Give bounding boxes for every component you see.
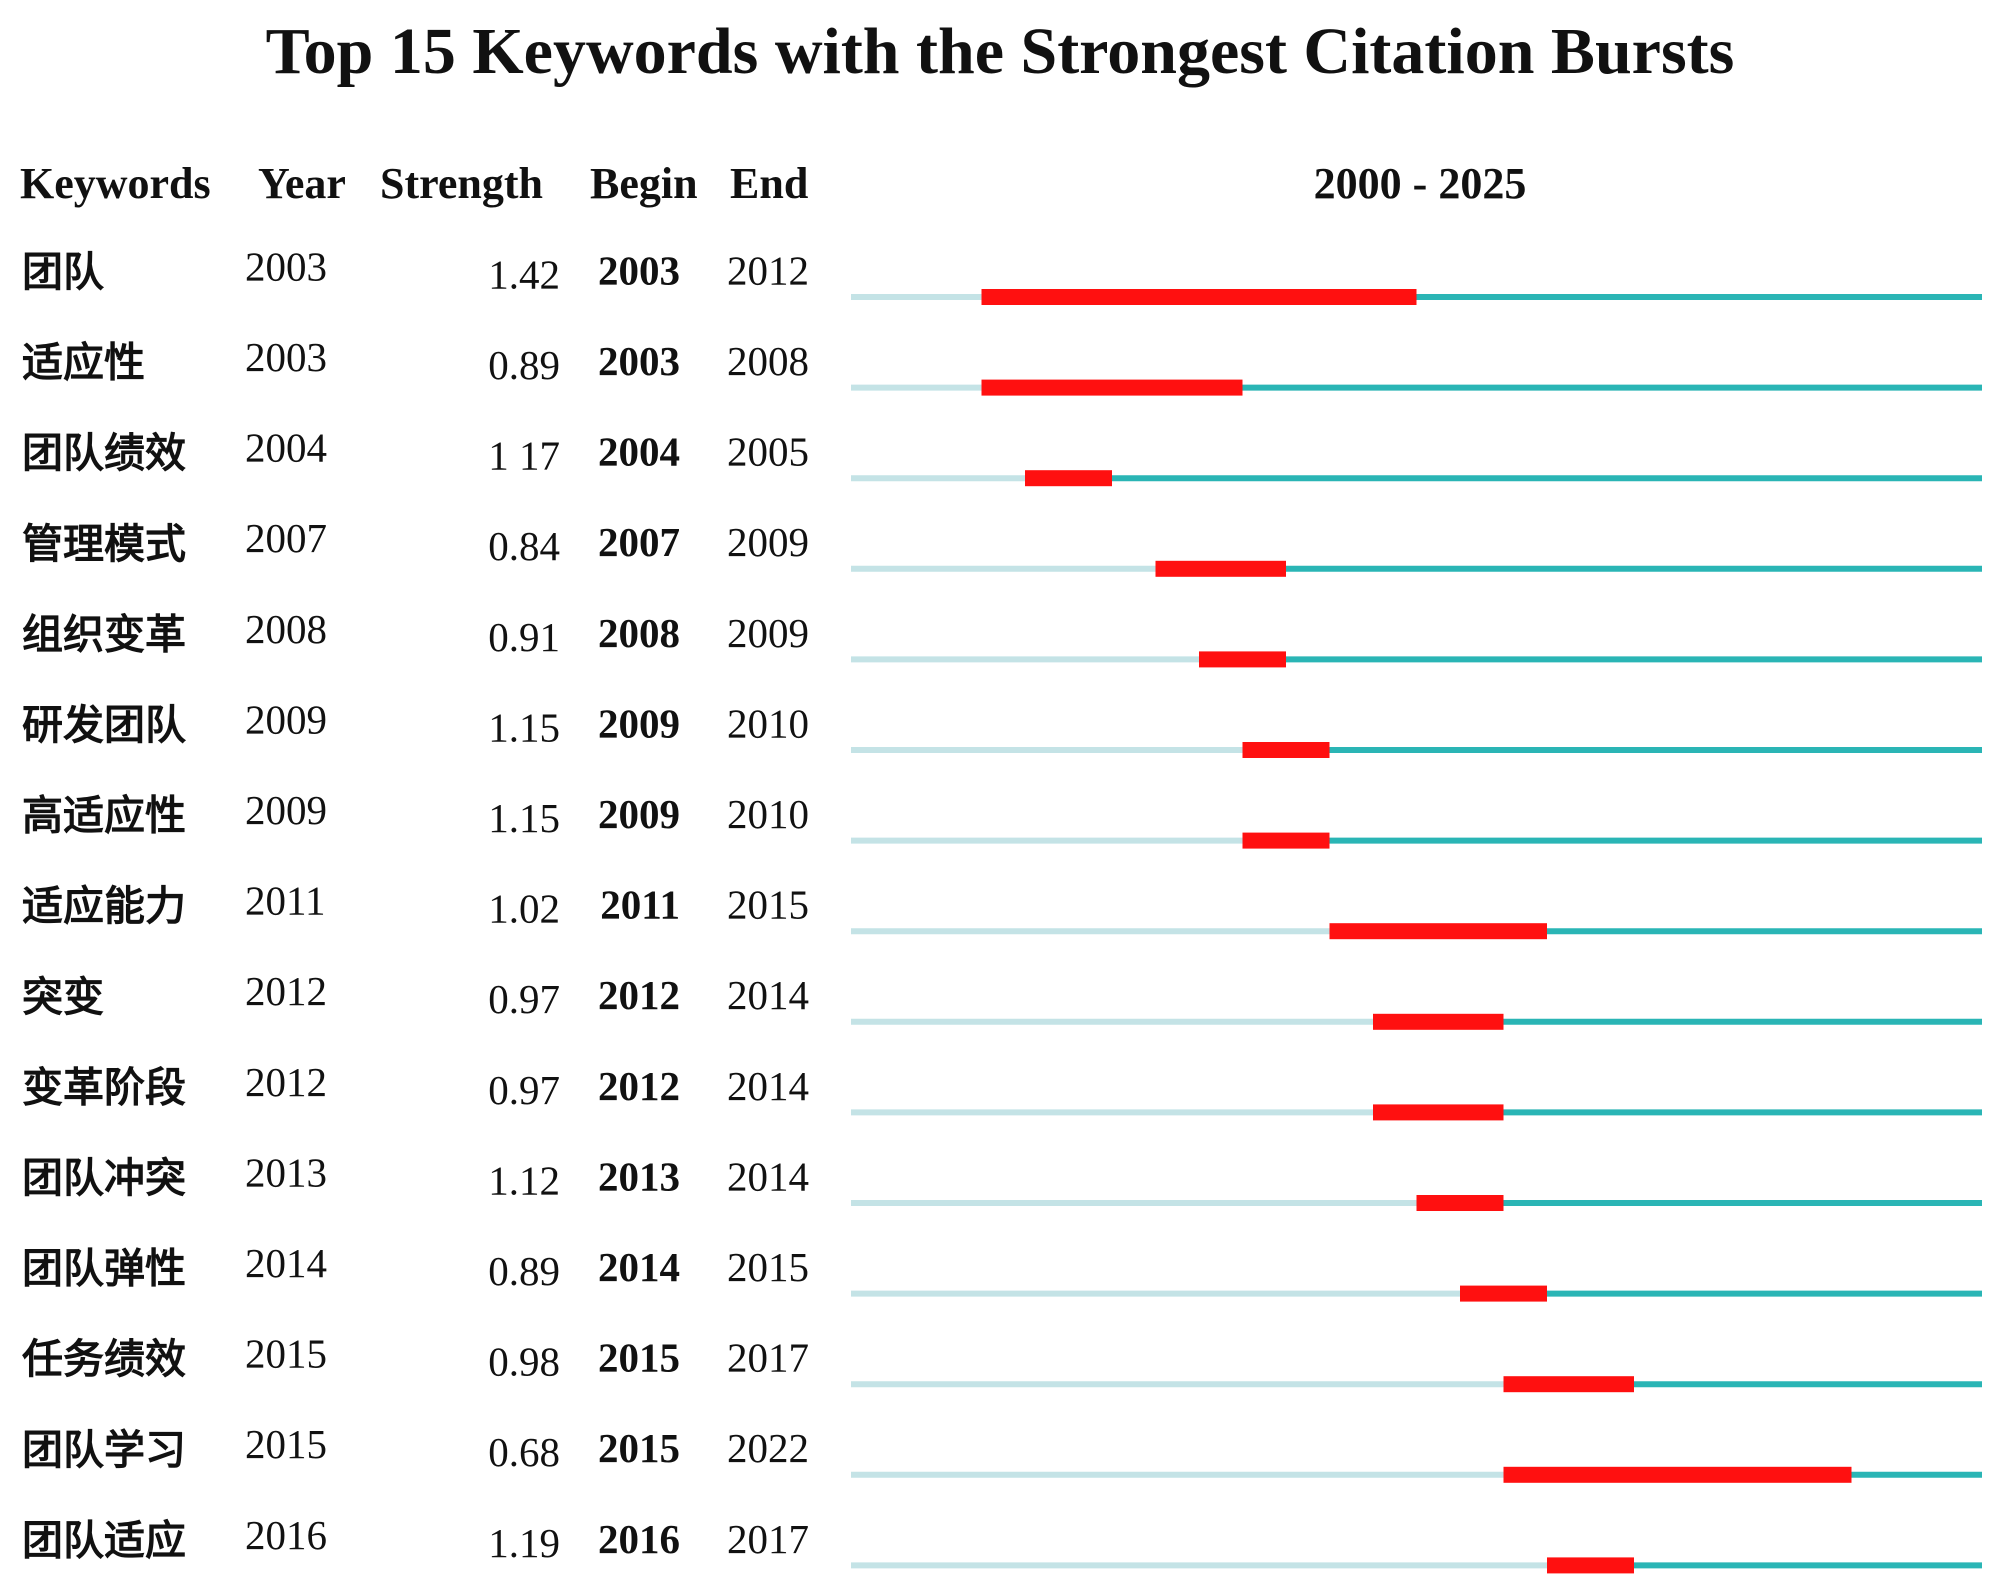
burst-bar	[1242, 832, 1330, 849]
keyword: 高适应性	[22, 792, 186, 840]
keyword: 任务绩效	[22, 1335, 186, 1383]
begin: 2004	[598, 429, 680, 475]
strength: 0.68	[488, 1429, 560, 1475]
year: 2016	[245, 1512, 327, 1558]
end: 2009	[727, 519, 809, 565]
end: 2005	[727, 429, 809, 475]
header: Strength	[380, 159, 543, 208]
strength: 1.12	[488, 1157, 560, 1203]
burst-bar	[1329, 923, 1547, 940]
begin: 2013	[598, 1153, 680, 1199]
keyword: 团队学习	[22, 1426, 186, 1474]
keyword: 团队绩效	[22, 429, 186, 477]
burst-bar	[1547, 1557, 1634, 1574]
year: 2003	[245, 243, 327, 289]
burst-bar	[1503, 1376, 1634, 1393]
keyword: 适应能力	[22, 882, 186, 930]
year: 2007	[245, 515, 327, 561]
year: 2009	[245, 696, 327, 742]
end: 2014	[727, 1153, 809, 1199]
end: 2008	[727, 338, 809, 384]
keyword: 团队	[22, 248, 105, 296]
strength: 0.89	[488, 342, 560, 388]
keyword: 突变	[22, 973, 104, 1021]
header: Begin	[590, 159, 698, 208]
begin: 2015	[598, 1335, 680, 1381]
end: 2015	[727, 882, 809, 928]
burst-bar	[1416, 1195, 1504, 1211]
keyword: 变革阶段	[22, 1063, 186, 1111]
year: 2008	[245, 606, 327, 652]
burst-bar	[981, 289, 1417, 305]
burst-bar	[981, 379, 1243, 396]
begin: 2012	[598, 1063, 680, 1109]
begin: 2003	[598, 247, 680, 293]
end: 2014	[727, 972, 809, 1018]
end: 2014	[727, 1063, 809, 1109]
strength: 0.89	[488, 1248, 560, 1294]
burst-bar	[1242, 742, 1330, 758]
begin: 2011	[600, 882, 680, 928]
year: 2012	[245, 968, 327, 1014]
end: 2009	[727, 610, 809, 656]
strength: 0.91	[488, 614, 560, 660]
strength: 0.98	[488, 1339, 560, 1385]
begin: 2016	[598, 1516, 680, 1562]
end: 2010	[727, 791, 809, 837]
end: 2017	[727, 1516, 809, 1562]
begin: 2007	[598, 519, 680, 565]
strength: 1 17	[488, 433, 560, 479]
range-label: 2000 - 2025	[1314, 159, 1527, 208]
year: 2003	[245, 334, 327, 380]
burst-bar	[1373, 1013, 1504, 1030]
burst-bar	[1155, 560, 1286, 577]
strength: 1.02	[488, 886, 560, 932]
burst-bar	[1373, 1104, 1504, 1121]
burst-bar	[1503, 1466, 1852, 1483]
year: 2015	[245, 1421, 327, 1467]
begin: 2014	[598, 1244, 680, 1290]
strength: 1.19	[488, 1520, 560, 1566]
keyword: 团队冲突	[22, 1154, 186, 1202]
strength: 0.97	[488, 976, 560, 1022]
end: 2010	[727, 700, 809, 746]
end: 2015	[727, 1244, 809, 1290]
strength: 0.84	[488, 523, 560, 569]
burst-bar	[1025, 470, 1112, 487]
chart-title: Top 15 Keywords with the Strongest Citat…	[266, 15, 1735, 88]
end: 2017	[727, 1335, 809, 1381]
begin: 2009	[598, 700, 680, 746]
begin: 2009	[598, 791, 680, 837]
burst-bar	[1199, 651, 1286, 668]
strength: 0.97	[488, 1067, 560, 1113]
year: 2015	[245, 1331, 327, 1377]
begin: 2003	[598, 338, 680, 384]
keyword: 适应性	[22, 339, 145, 387]
year: 2004	[245, 425, 327, 471]
begin: 2008	[598, 610, 680, 656]
year: 2009	[245, 787, 327, 833]
keyword: 团队适应	[22, 1516, 186, 1564]
header: End	[730, 159, 808, 208]
keyword: 研发团队	[22, 701, 187, 749]
keyword: 团队弹性	[22, 1245, 186, 1293]
end: 2022	[727, 1425, 809, 1471]
year: 2014	[245, 1240, 327, 1286]
begin: 2012	[598, 972, 680, 1018]
header: Keywords	[20, 159, 211, 208]
burst-bar	[1460, 1285, 1547, 1302]
year: 2013	[245, 1149, 327, 1195]
strength: 1.15	[488, 795, 560, 841]
begin: 2015	[598, 1425, 680, 1471]
year: 2012	[245, 1059, 327, 1105]
strength: 1.42	[488, 251, 560, 297]
keyword: 组织变革	[22, 610, 186, 658]
year: 2011	[245, 878, 325, 924]
keyword: 管理模式	[22, 520, 186, 568]
strength: 1.15	[488, 704, 560, 750]
end: 2012	[727, 247, 809, 293]
header: Year	[258, 159, 346, 208]
